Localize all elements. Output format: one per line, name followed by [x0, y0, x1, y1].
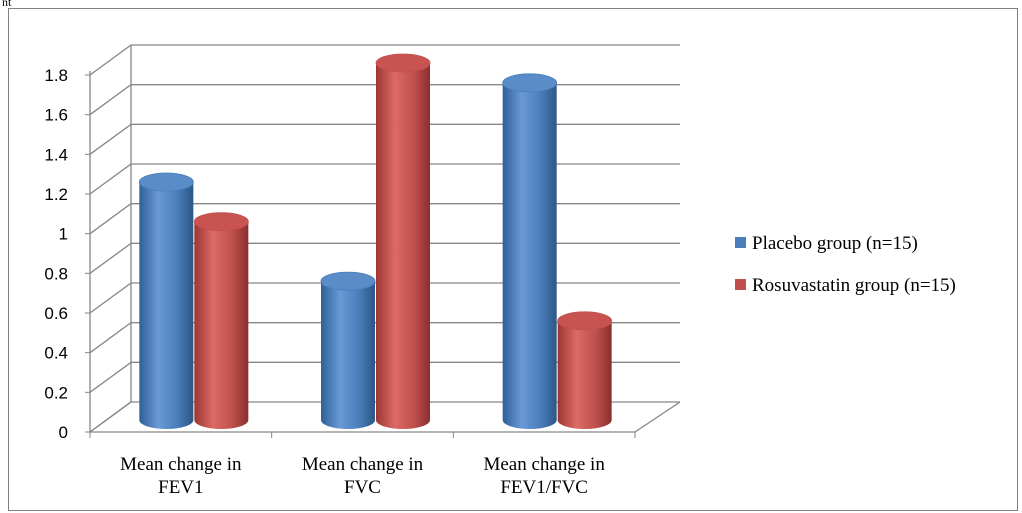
y-tick-label: 0.6 [44, 304, 68, 323]
x-category-label: Mean change in FVC [302, 454, 424, 498]
gridline-side [89, 282, 132, 314]
bar-placebo [138, 172, 194, 429]
gridline-side [89, 322, 132, 354]
gridline-side [89, 242, 132, 274]
legend-swatch-placebo [735, 237, 746, 248]
x-category-label: Mean change in FEV1/FVC [483, 454, 605, 498]
bar-rosuvastatin [375, 53, 431, 429]
legend: Placebo group (n=15) Rosuvastatin group (… [735, 233, 956, 296]
y-tick-label: 1.4 [44, 145, 68, 164]
legend-swatch-rosuvastatin [735, 279, 746, 290]
legend-label-placebo: Placebo group (n=15) [752, 233, 918, 254]
floor-right-edge [634, 401, 681, 433]
bars [138, 53, 613, 429]
legend-label-rosuvastatin: Rosuvastatin group (n=15) [752, 275, 956, 296]
gridline-side [89, 84, 132, 116]
gridline-side [89, 44, 132, 76]
gridline-side [89, 361, 132, 393]
axes [85, 45, 681, 438]
labels: 0 0.2 0.4 0.6 0.8 1 1.2 1.4 1.6 1.8 Mean change in… [44, 66, 605, 498]
y-tick-label: 1.2 [44, 185, 68, 204]
y-tick-label: 1.8 [44, 66, 68, 85]
y-tick-label: 1.6 [44, 106, 68, 125]
gridline-side [89, 163, 132, 195]
top-fragment-text: nt [2, 0, 12, 9]
floor-left-edge [89, 401, 132, 433]
bar-rosuvastatin [557, 311, 613, 429]
gridline-side [89, 123, 132, 155]
bar-placebo [502, 73, 558, 429]
bar-placebo [320, 271, 376, 429]
bar-rosuvastatin [193, 212, 249, 429]
x-category-label: Mean change in FEV1 [120, 454, 242, 498]
y-tick-label: 0.8 [44, 264, 68, 283]
y-tick-label: 1 [59, 225, 68, 244]
y-tick-label: 0.4 [44, 344, 68, 363]
y-tick-label: 0.2 [44, 383, 68, 402]
y-tick-label: 0 [59, 423, 68, 442]
gridline-side [89, 203, 132, 235]
